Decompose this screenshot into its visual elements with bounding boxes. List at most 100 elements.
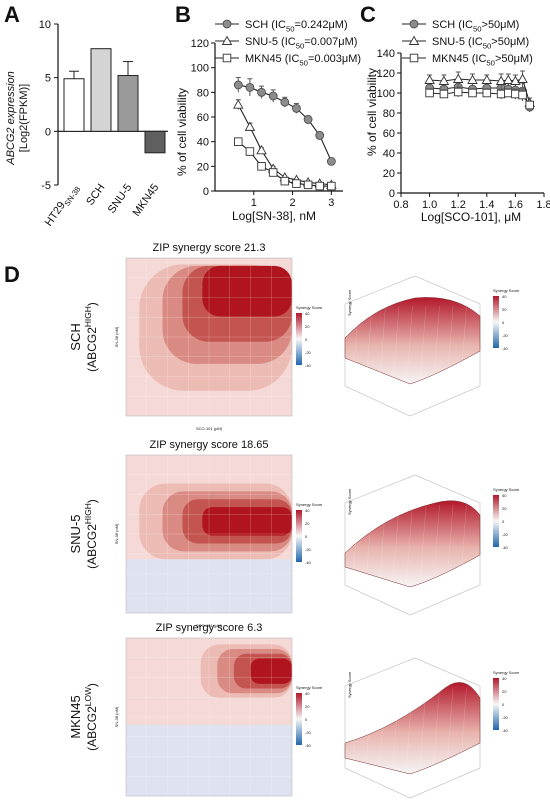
panel-d-surface-colorbar-tick: -40 <box>502 728 509 733</box>
panel-b-ytick-label: 40 <box>197 137 209 149</box>
panel-d-profile-label: (ABCG2HIGH) <box>83 499 99 569</box>
panel-d-surface-mesh <box>460 687 467 767</box>
panel-b-point <box>268 168 278 177</box>
panel-b-ytick-label: 100 <box>191 63 209 75</box>
panel-c-legend-marker <box>409 19 419 29</box>
panel-a-ytick-label: 0 <box>45 126 51 138</box>
panel-b-legend-label: SCH (IC50=0.242μM) <box>245 19 348 33</box>
panel-d-surface-colorbar-tick: -20 <box>502 532 509 537</box>
panel-c-ytick-label: 120 <box>377 68 395 80</box>
panel-b-legend-label: MKN45 (IC50=0.003μM) <box>245 53 361 67</box>
panel-b-xlabel: Log[SN-38], nM <box>232 209 316 223</box>
panel-b-point <box>327 181 336 191</box>
panel-c-xtick-label: 1.2 <box>451 199 466 211</box>
panel-d-surface-box <box>344 657 481 799</box>
panel-d-colorbar-tick: 20 <box>305 521 310 526</box>
panel-d-colorbar-tick: -40 <box>305 743 312 748</box>
panel-c-ytick-label: 60 <box>383 128 395 140</box>
panel-c-ytick-label: 40 <box>383 148 395 160</box>
panel-d-surface-mesh <box>446 687 454 767</box>
panel-c-ytick-label: 80 <box>383 108 395 120</box>
panel-a-xtick-label-group: MKN45 <box>131 182 162 219</box>
panel-d-heatmap-ylabel-group: SN-38 (nM) <box>114 326 119 347</box>
panel-d-colorbar-tick: 20 <box>305 704 310 709</box>
panel-d-colorbar-tick: 40 <box>305 508 310 513</box>
panel-a-xtick-label: SNU-5 <box>106 182 135 216</box>
panel-d-colorbar <box>296 510 302 562</box>
panel-d-surface-mesh <box>406 504 413 584</box>
panel-d-surface-colorbar-tick: 40 <box>502 294 507 299</box>
panel-c-point <box>496 89 506 99</box>
panel-c-point <box>452 73 464 83</box>
panel-c-ytick-label: 140 <box>377 48 395 60</box>
panel-d-surface-colorbar-tick: -20 <box>502 333 509 338</box>
panel-d-cell-line-label: MKN45 <box>68 695 83 738</box>
panel-a-bar <box>63 78 85 132</box>
panel-d-colorbar-tick: 40 <box>305 311 310 316</box>
panel-b-ytick-label: 0 <box>203 186 209 198</box>
panel-d-colorbar-tick: -20 <box>305 350 312 355</box>
panel-d-surface-colorbar-tick: 0 <box>502 519 505 524</box>
panel-d-surface-mesh <box>379 687 386 767</box>
panel-a-bar <box>90 48 112 132</box>
panel-b-ytick-label: 20 <box>197 161 209 173</box>
panel-d-heatmap-xlabel: SCO-101 (μM) <box>196 623 223 628</box>
panel-a-ytick-label: -5 <box>41 180 51 192</box>
panel-d-heatmap-ylabel: SN-38 (nM) <box>114 706 119 727</box>
panel-d-surface-colorbar-tick: 40 <box>502 676 507 681</box>
panel-b-point <box>233 80 243 90</box>
panel-d-colorbar <box>296 313 302 365</box>
panel-c-xtick-label: 1.4 <box>479 199 494 211</box>
panel-a-xtick-label: SCH <box>84 182 107 208</box>
panel-d-heatmap-frame <box>125 257 293 417</box>
panel-a-bar <box>144 130 166 154</box>
panel-c-legend-marker <box>409 53 419 63</box>
panel-b-point <box>256 144 267 155</box>
panel-c-point <box>518 90 527 100</box>
panel-a-xtick-label-group: SCH <box>84 182 107 208</box>
panel-d-surface-mesh <box>365 504 373 584</box>
panel-c-point <box>511 89 520 99</box>
panel-d-surface-zlabel: Synergy Score <box>347 289 352 316</box>
panel-d-contour-band <box>250 658 292 684</box>
panel-d-surface-mesh <box>433 687 440 767</box>
panel-letter-c: C <box>360 2 376 27</box>
panel-d-cell-line-label: SCH <box>68 323 83 350</box>
panel-d-heatmap-title: ZIP synergy score 18.65 <box>149 439 268 451</box>
panel-letter-b: B <box>175 2 191 27</box>
panel-d-surface-colorbar-tick: -40 <box>502 346 509 351</box>
panel-c-point <box>495 75 507 85</box>
panel-d-synergy-surface <box>344 682 481 775</box>
panel-c-point <box>482 88 492 98</box>
panel-d-heatmap-ylabel: SN-38 (nM) <box>114 523 119 544</box>
panel-d-surface-mesh <box>352 305 359 385</box>
panel-d-surface-mesh <box>352 687 359 767</box>
panel-d-negative-region <box>126 559 292 613</box>
panel-c-xtick-label: 1.6 <box>508 199 523 211</box>
panel-d-cell-line-label: SNU-5 <box>68 514 83 553</box>
panel-c-point <box>424 74 435 84</box>
panel-c-ylabel: % of cell viability <box>365 68 379 156</box>
panel-d-colorbar-tick: -40 <box>305 560 312 565</box>
panel-letter-d: D <box>4 262 20 287</box>
panel-d-colorbar-tick: 0 <box>305 534 308 539</box>
panel-d-surface-mesh <box>392 504 400 584</box>
panel-d-contour-band <box>202 507 292 536</box>
panel-c-xtick-label: 1.8 <box>536 199 550 211</box>
panel-d-profile-label: (ABCG2HIGH) <box>83 302 99 372</box>
panel-b-point <box>303 180 313 190</box>
panel-d-heatmap-title: ZIP synergy score 6.3 <box>156 622 263 634</box>
panel-b-point <box>257 87 266 97</box>
panel-d-surface-colorbar <box>493 296 499 348</box>
panel-b-legend-label: SNU-5 (IC50=0.007μM) <box>245 36 357 50</box>
panel-d-colorbar-tick: 40 <box>305 691 310 696</box>
panel-d-surface-mesh <box>446 305 454 385</box>
panel-b-legend-marker <box>222 19 232 29</box>
panel-d-colorbar-title: Synergy Score <box>296 305 323 310</box>
panel-d-surface-mesh <box>379 504 386 584</box>
panel-c-point <box>517 73 528 83</box>
panel-d-surface-colorbar <box>493 678 499 730</box>
panel-b-dose-response: % of cell viability Log[SN-38], nM 0 20 40… <box>175 19 361 223</box>
